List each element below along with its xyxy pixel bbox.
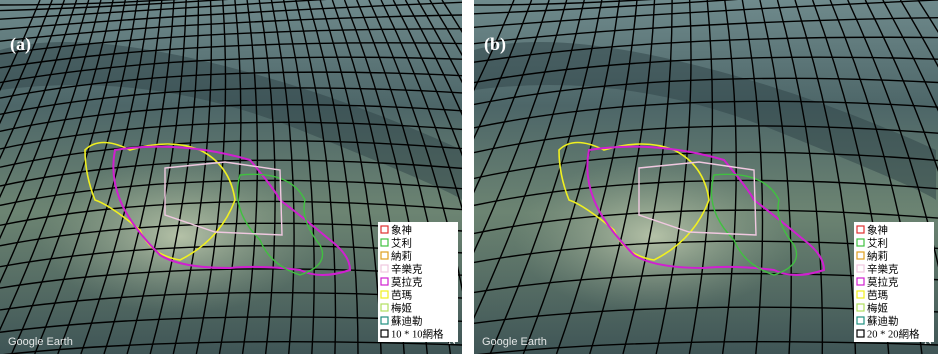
legend-label: 蘇迪勒 <box>867 315 899 328</box>
legend-label: 艾利 <box>391 238 412 250</box>
legend-label: 辛樂克 <box>867 263 899 276</box>
figure: (a)象神艾利納莉辛樂克莫拉克芭瑪梅姬蘇迪勒10 * 10網格Google Ea… <box>0 0 938 354</box>
legend-label: 莫拉克 <box>391 276 423 289</box>
legend-label: 20 * 20網格 <box>867 328 920 341</box>
panel: (b) 象神艾利納莉辛樂克莫拉克芭瑪梅姬蘇迪勒20 * 20網格 Google Ea… <box>474 0 938 354</box>
legend-label: 芭瑪 <box>867 289 888 302</box>
legend-label: 蘇迪勒 <box>391 315 423 328</box>
legend-label: 梅姬 <box>391 302 412 315</box>
legend-label: 納莉 <box>867 250 888 263</box>
legend-label: 納莉 <box>391 250 412 263</box>
legend-label: 艾利 <box>867 238 888 250</box>
compass-label: N <box>924 335 932 347</box>
legend-label: 莫拉克 <box>867 276 899 289</box>
panel-label: (a) <box>10 34 31 55</box>
watermark: Google Earth <box>482 336 547 348</box>
panel-label: (b) <box>484 34 506 55</box>
legend-label: 梅姬 <box>867 302 888 315</box>
compass-label: N <box>448 335 456 347</box>
watermark: Google Earth <box>8 336 73 348</box>
legend-label: 10 * 10網格 <box>391 328 444 341</box>
legend-label: 象神 <box>391 224 412 237</box>
legend-label: 芭瑪 <box>391 289 412 302</box>
legend-label: 辛樂克 <box>391 263 423 276</box>
legend-label: 象神 <box>867 224 888 237</box>
